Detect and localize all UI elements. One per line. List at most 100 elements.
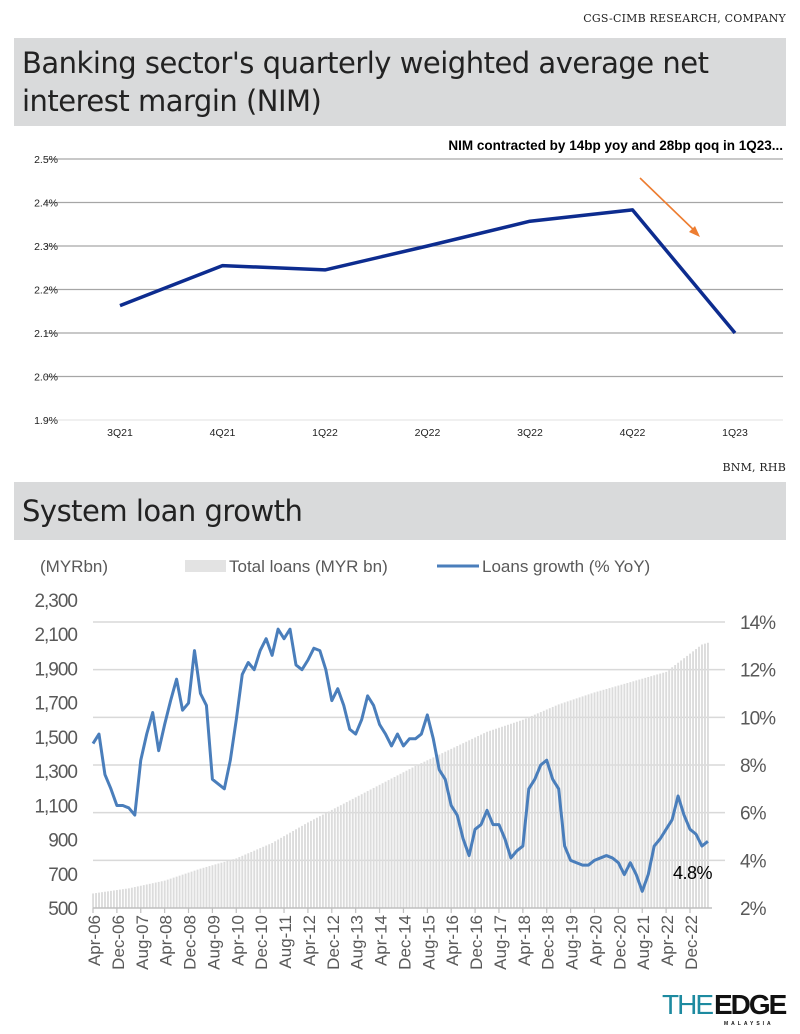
left-tick-label: 2,300 bbox=[34, 591, 77, 612]
y-tick-label: 1.9% bbox=[34, 415, 58, 427]
x-tick-label: Dec-14 bbox=[395, 915, 414, 970]
left-tick-label: 500 bbox=[48, 899, 77, 920]
total-loans-bar bbox=[707, 642, 709, 908]
total-loans-bar bbox=[286, 834, 289, 908]
total-loans-bar bbox=[477, 736, 480, 908]
total-loans-bar bbox=[315, 817, 318, 908]
total-loans-bar bbox=[289, 832, 292, 908]
y-tick-label: 2.2% bbox=[34, 285, 58, 297]
total-loans-bar bbox=[563, 702, 566, 908]
x-tick-label: Dec-08 bbox=[181, 915, 200, 970]
total-loans-bar bbox=[110, 890, 112, 908]
total-loans-bar bbox=[692, 651, 694, 908]
total-loans-bar bbox=[504, 725, 506, 908]
total-loans-bar bbox=[411, 767, 414, 908]
total-loans-bar bbox=[154, 882, 157, 908]
x-tick-label: Dec-06 bbox=[109, 915, 128, 970]
total-loans-bar bbox=[584, 695, 587, 908]
total-loans-bar bbox=[199, 868, 202, 908]
logo-wordmark: THE EDGE bbox=[662, 990, 792, 1019]
total-loans-bar bbox=[638, 679, 641, 908]
x-tick-label: Aug-21 bbox=[634, 915, 653, 970]
total-loans-bar bbox=[375, 786, 378, 908]
left-tick-label: 1,100 bbox=[34, 796, 77, 817]
total-loans-bar bbox=[124, 888, 127, 908]
total-loans-bar bbox=[417, 764, 420, 908]
x-tick-label: Apr-22 bbox=[658, 915, 677, 966]
total-loans-bar bbox=[136, 886, 139, 908]
end-value-label: 4.8% bbox=[673, 863, 713, 883]
total-loans-bar bbox=[414, 765, 417, 908]
total-loans-bar bbox=[623, 683, 626, 908]
x-tick-label: Dec-12 bbox=[324, 915, 343, 970]
total-loans-bar bbox=[148, 883, 151, 908]
total-loans-bar bbox=[566, 701, 569, 908]
total-loans-bar bbox=[295, 829, 297, 908]
total-loans-bar bbox=[107, 891, 109, 908]
total-loans-bar bbox=[512, 722, 515, 908]
loan-chart-title: System loan growth bbox=[14, 482, 786, 540]
total-loans-bar bbox=[101, 892, 103, 908]
total-loans-bar bbox=[104, 891, 106, 908]
total-loans-bar bbox=[142, 885, 145, 908]
total-loans-bar bbox=[235, 858, 238, 908]
total-loans-bar bbox=[620, 684, 623, 908]
total-loans-bar bbox=[530, 715, 533, 908]
x-tick-label: Aug-17 bbox=[491, 915, 510, 970]
total-loans-bar bbox=[366, 791, 369, 908]
total-loans-bar bbox=[271, 842, 274, 908]
y-tick-label: 2.1% bbox=[34, 328, 58, 340]
x-tick-label: Apr-14 bbox=[372, 915, 391, 966]
x-tick-label: Aug-07 bbox=[133, 915, 152, 970]
right-tick-label: 6% bbox=[740, 804, 767, 825]
total-loans-bar bbox=[166, 879, 169, 908]
total-loans-bar bbox=[381, 783, 384, 908]
x-tick-label: Aug-19 bbox=[563, 915, 582, 970]
total-loans-bar bbox=[187, 872, 190, 908]
total-loans-bar bbox=[127, 888, 130, 908]
total-loans-bar bbox=[423, 761, 426, 908]
total-loans-bar bbox=[333, 808, 336, 908]
logo-edge: EDGE bbox=[714, 989, 787, 1020]
total-loans-bar bbox=[662, 672, 665, 908]
nim-chart-title: Banking sector's quarterly weighted aver… bbox=[14, 38, 786, 126]
the-edge-logo: THE EDGE MALAYSIA bbox=[662, 990, 792, 1030]
total-loans-bar bbox=[318, 816, 321, 908]
left-tick-label: 900 bbox=[48, 831, 77, 852]
total-loans-bar bbox=[635, 680, 638, 908]
x-tick-label: 3Q22 bbox=[517, 427, 543, 439]
logo-the: THE bbox=[662, 989, 714, 1020]
x-tick-label: Dec-20 bbox=[610, 915, 629, 970]
total-loans-bar bbox=[539, 712, 542, 908]
total-loans-bar bbox=[521, 719, 524, 908]
total-loans-bar bbox=[115, 890, 118, 908]
total-loans-bar bbox=[283, 836, 286, 908]
total-loans-bar bbox=[608, 688, 611, 908]
total-loans-bar bbox=[342, 803, 345, 908]
total-loans-bar bbox=[515, 721, 518, 908]
total-loans-bar bbox=[426, 760, 429, 908]
total-loans-bar bbox=[569, 700, 572, 908]
total-loans-bar bbox=[554, 705, 557, 908]
total-loans-bar bbox=[121, 889, 124, 908]
legend-loans-growth: Loans growth (% YoY) bbox=[482, 557, 650, 576]
total-loans-bar bbox=[492, 729, 494, 908]
total-loans-bar bbox=[617, 685, 620, 908]
legend-total-loans: Total loans (MYR bn) bbox=[229, 557, 388, 576]
y-tick-label: 2.0% bbox=[34, 372, 58, 384]
total-loans-bar bbox=[151, 883, 154, 908]
total-loans-bar bbox=[408, 769, 411, 908]
total-loans-bar bbox=[695, 649, 697, 908]
total-loans-bar bbox=[178, 875, 181, 908]
total-loans-bar bbox=[378, 784, 381, 908]
x-tick-label: Aug-11 bbox=[276, 915, 295, 969]
total-loans-bar bbox=[653, 675, 656, 908]
right-tick-label: 4% bbox=[740, 851, 767, 872]
total-loans-bar bbox=[602, 689, 605, 908]
total-loans-bar bbox=[92, 893, 94, 908]
total-loans-bar bbox=[557, 704, 560, 908]
total-loans-bar bbox=[229, 860, 232, 908]
x-tick-label: 1Q22 bbox=[312, 427, 338, 439]
total-loans-bar bbox=[274, 841, 277, 908]
